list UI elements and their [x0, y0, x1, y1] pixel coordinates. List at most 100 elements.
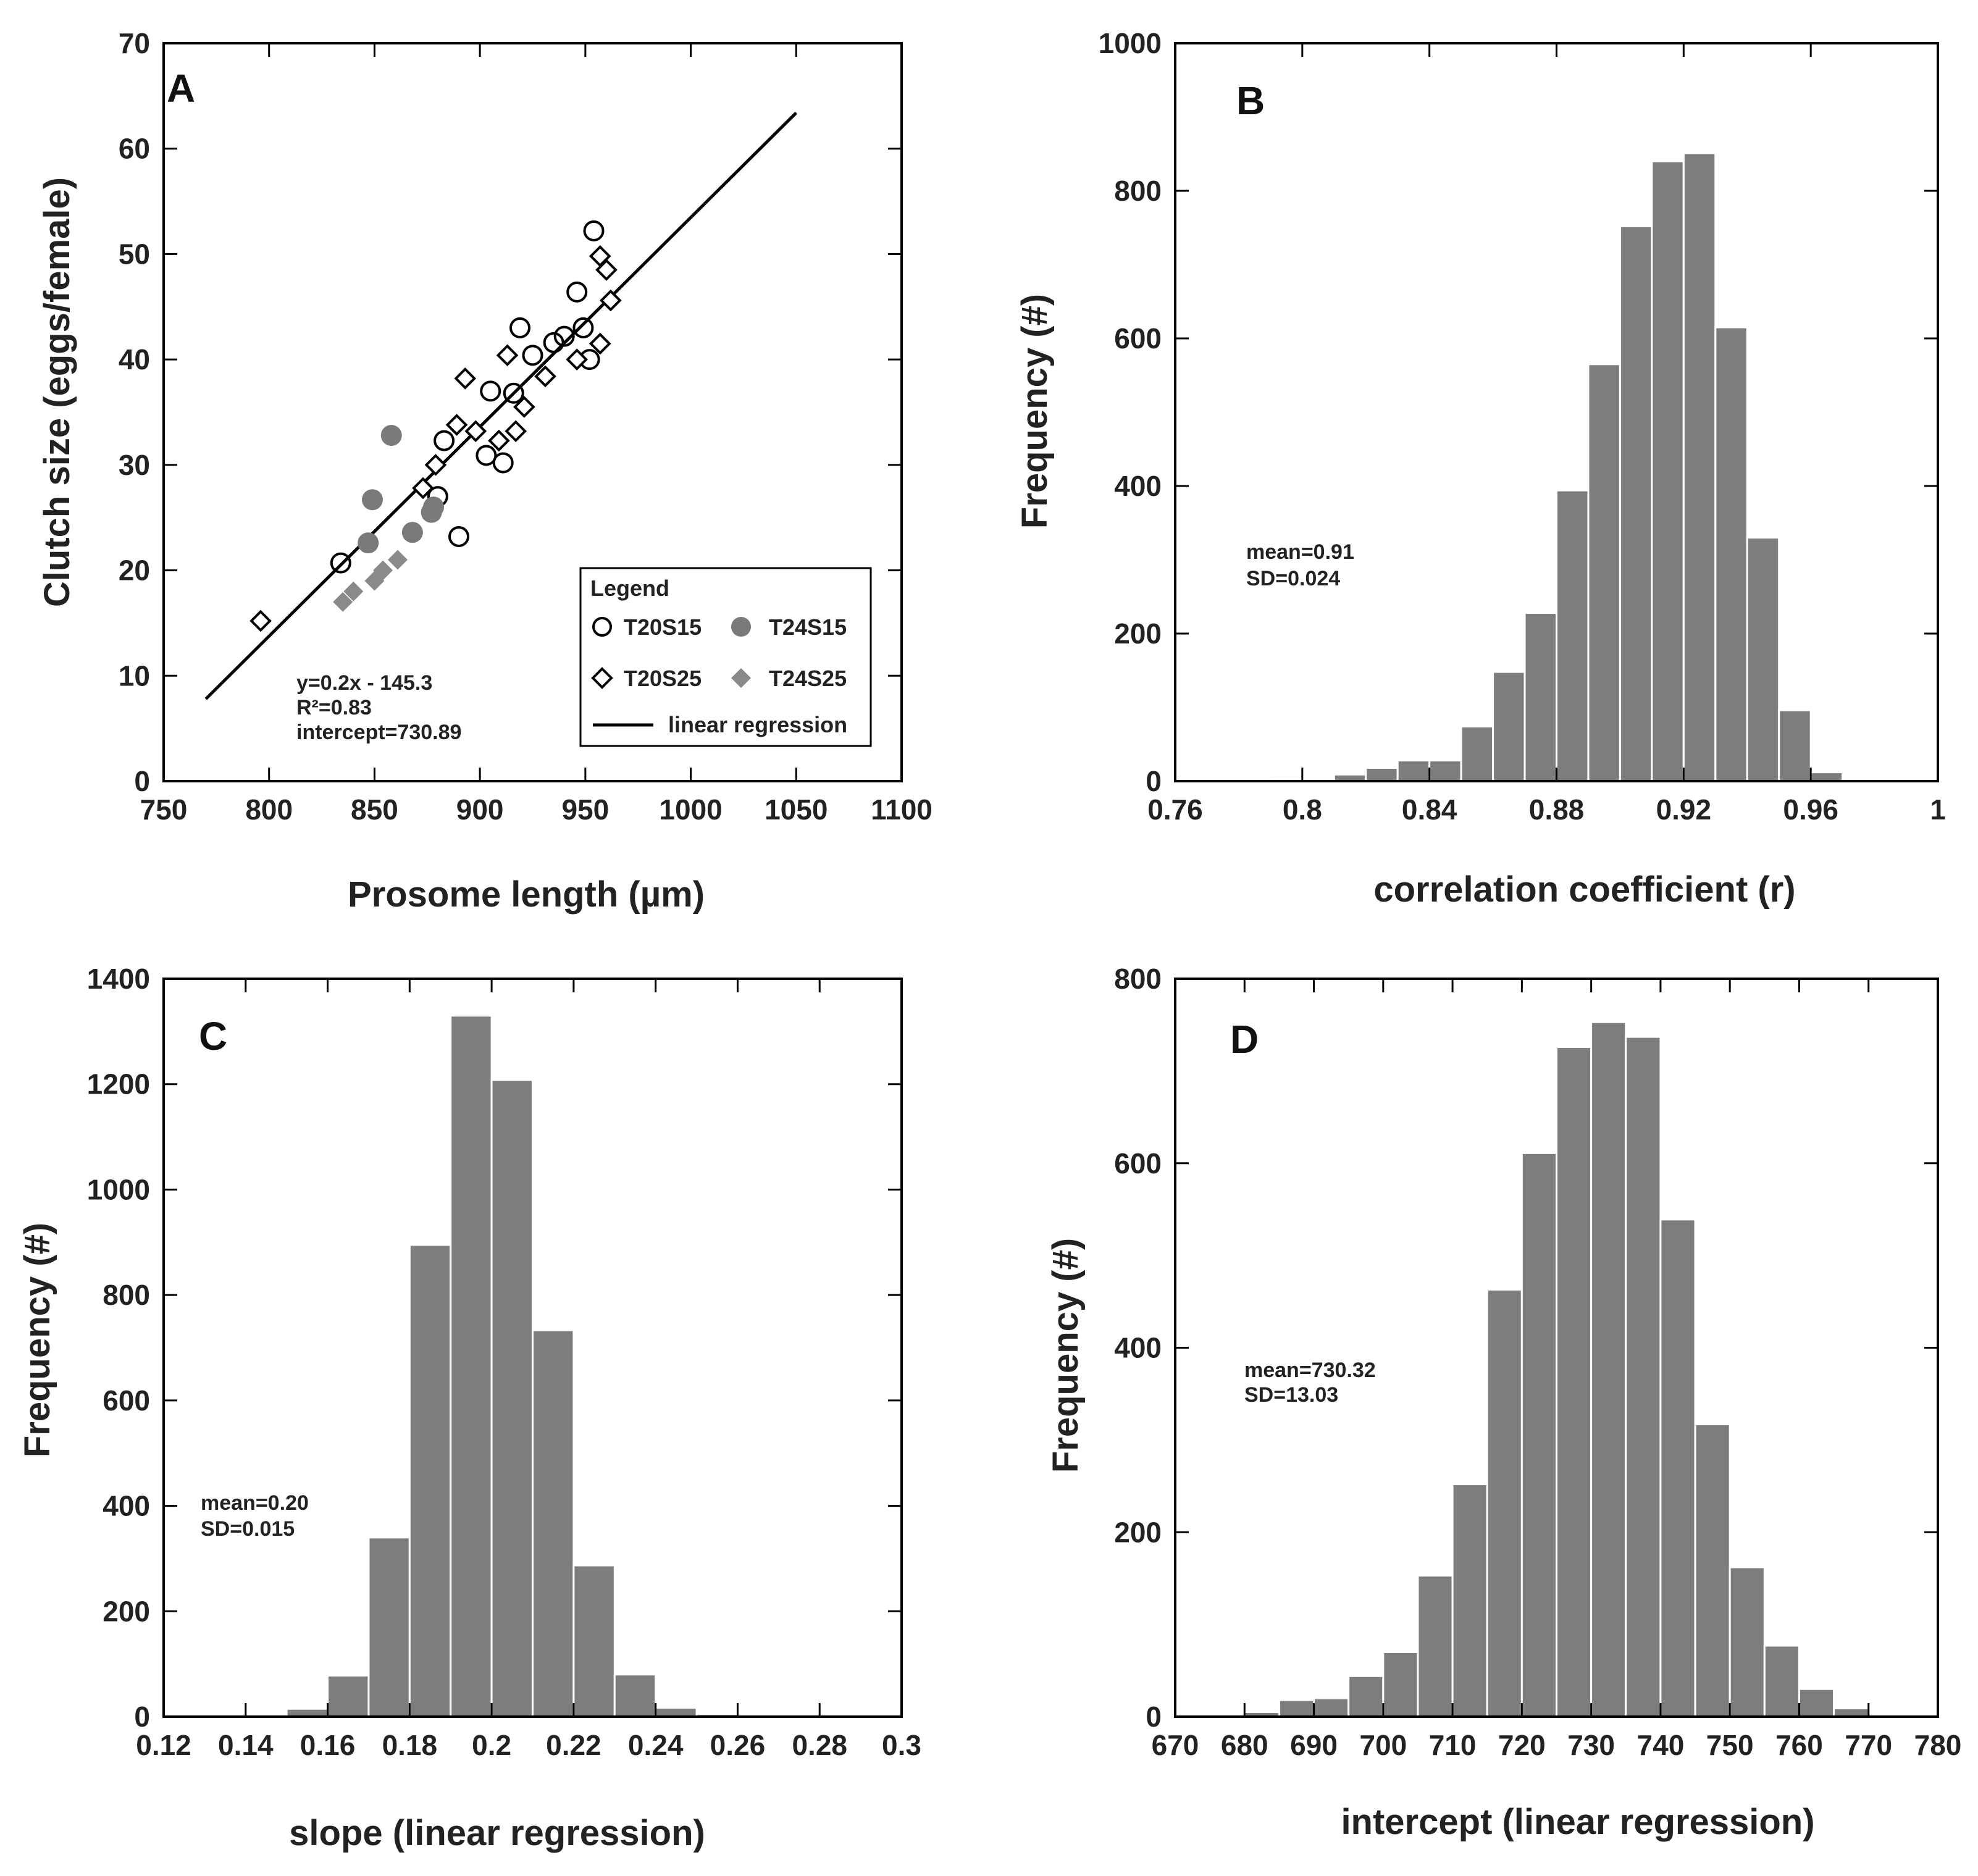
histogram-bar: [655, 1706, 698, 1718]
data-point-t20s15: [522, 345, 543, 366]
histogram-bar: [367, 1536, 411, 1718]
y-tick-label: 20: [119, 555, 150, 587]
x-tick-label: 0.14: [218, 1729, 274, 1761]
y-tick-label: 800: [1114, 963, 1162, 995]
data-point-t20s15: [543, 332, 564, 353]
histogram-bar: [1451, 1483, 1488, 1718]
x-tick-label: 850: [351, 794, 398, 826]
x-tick-label: 1050: [765, 794, 828, 826]
data-point-t24s15: [423, 496, 445, 518]
histogram-bar: [1313, 1697, 1350, 1718]
x-tick-label: 700: [1359, 1729, 1407, 1761]
y-axis-title: Clutch size (eggs/female): [37, 177, 77, 607]
histogram-bar: [1659, 1218, 1696, 1718]
plot-frame: [162, 42, 903, 782]
data-point-t20s25: [505, 420, 527, 443]
data-point-t20s25: [600, 289, 622, 312]
data-point-t20s15: [330, 552, 351, 574]
y-tick-label: 1200: [87, 1068, 150, 1100]
x-tick-label: 0.76: [1147, 794, 1203, 826]
x-tick-label: 0.88: [1529, 794, 1585, 826]
x-tick-label: 720: [1498, 1729, 1546, 1761]
histogram-bar: [1556, 1046, 1593, 1718]
x-tick-label: 0.24: [628, 1729, 684, 1761]
legend-label-t20s25: T20S25: [624, 666, 702, 691]
y-tick-label: 400: [1114, 470, 1162, 502]
data-point-t20s25: [249, 609, 272, 632]
y-axis-title: Frequency (#): [17, 1223, 57, 1457]
data-point-t20s15: [572, 317, 594, 338]
y-tick-label: 600: [1114, 1147, 1162, 1179]
y-tick-label: 50: [119, 238, 150, 270]
y-tick-label: 400: [103, 1490, 150, 1522]
x-axis-title: intercept (linear regression): [1341, 1802, 1814, 1842]
x-tick-label: 0.8: [1283, 794, 1322, 826]
y-tick-label: 600: [1114, 322, 1162, 354]
y-tick-label: 200: [1114, 618, 1162, 650]
x-tick-label: 750: [140, 794, 188, 826]
histogram-bar: [1486, 1288, 1523, 1718]
panel-letter-c: C: [199, 1014, 227, 1058]
x-tick-label: 0.18: [382, 1729, 438, 1761]
data-point-t20s25: [412, 477, 434, 500]
legend-box: [579, 567, 872, 747]
histogram-bar: [1809, 771, 1844, 782]
histogram-bar: [1651, 160, 1685, 782]
data-point-t20s25: [595, 259, 618, 281]
y-tick-label: 10: [119, 660, 150, 692]
mean-annotation: mean=0.20: [201, 1491, 309, 1515]
histogram-bar: [1833, 1707, 1870, 1718]
panel-d-histogram: 670 680 690 700 710 720 730 740 750 760 770 780 0 200…: [1046, 963, 1961, 1842]
x-tick-label: 740: [1637, 1729, 1685, 1761]
mean-annotation: mean=0.91: [1246, 540, 1354, 564]
regression-line: [204, 111, 798, 700]
histogram-bar: [327, 1674, 370, 1718]
legend: Legend T20S15 T24S15 T20S25 T24S25 linea…: [579, 567, 872, 747]
histogram-bar: [490, 1079, 534, 1718]
y-tick-label: 0: [1146, 1701, 1162, 1733]
data-point-t20s15: [566, 281, 588, 303]
x-tick-label: 900: [456, 794, 504, 826]
mean-annotation: mean=730.32: [1244, 1359, 1376, 1382]
y-tick-label: 200: [103, 1595, 150, 1627]
data-point-t24s15: [362, 489, 383, 511]
x-tick-label: 750: [1706, 1729, 1754, 1761]
legend-label-t20s15: T20S15: [624, 614, 702, 640]
histogram-bar: [1590, 1021, 1627, 1718]
histogram-bar: [572, 1564, 616, 1718]
legend-label-t24s15: T24S15: [769, 614, 847, 640]
data-point-t20s25: [445, 414, 468, 436]
histogram-bar: [1556, 489, 1590, 782]
histogram-bar: [1694, 1423, 1731, 1718]
y-tick-label: 0: [134, 1701, 150, 1733]
data-point-t20s15: [583, 220, 605, 241]
data-point-t24s15: [358, 532, 379, 554]
panel-letter-b: B: [1236, 78, 1265, 123]
x-tick-label: 0.12: [136, 1729, 191, 1761]
x-tick-label: 0.96: [1783, 794, 1838, 826]
data-point-t20s15: [476, 445, 497, 466]
y-tick-label: 40: [119, 343, 150, 375]
y-tick-label: 0: [1146, 765, 1162, 797]
data-point-t20s15: [480, 380, 501, 402]
x-tick-label: 0.28: [792, 1729, 847, 1761]
legend-label-regression: linear regression: [668, 712, 847, 737]
data-point-t20s15: [509, 317, 531, 338]
panel-letter-a: A: [167, 66, 195, 111]
x-tick-label: 0.2: [472, 1729, 511, 1761]
histogram-bar: [1625, 1036, 1662, 1718]
histogram-bar: [1460, 726, 1494, 782]
x-tick-label: 0.84: [1402, 794, 1457, 826]
x-tick-label: 1: [1930, 794, 1946, 826]
x-tick-label: 1000: [659, 794, 722, 826]
data-point-t20s25: [464, 420, 487, 443]
panel-b-histogram: 0.76 0.8 0.84 0.88 0.92 0.96 1 0 200 400 600 800 100…: [1015, 27, 1946, 910]
y-tick-label: 70: [119, 27, 150, 59]
y-tick-label: 800: [103, 1279, 150, 1311]
x-tick-label: 760: [1775, 1729, 1823, 1761]
legend-marker-t20s25: [591, 667, 613, 689]
histogram-bar: [1428, 760, 1462, 782]
data-point-t20s15: [553, 325, 575, 347]
x-axis-title: correlation coefficient (r): [1373, 869, 1795, 910]
histogram-bar: [532, 1329, 575, 1718]
